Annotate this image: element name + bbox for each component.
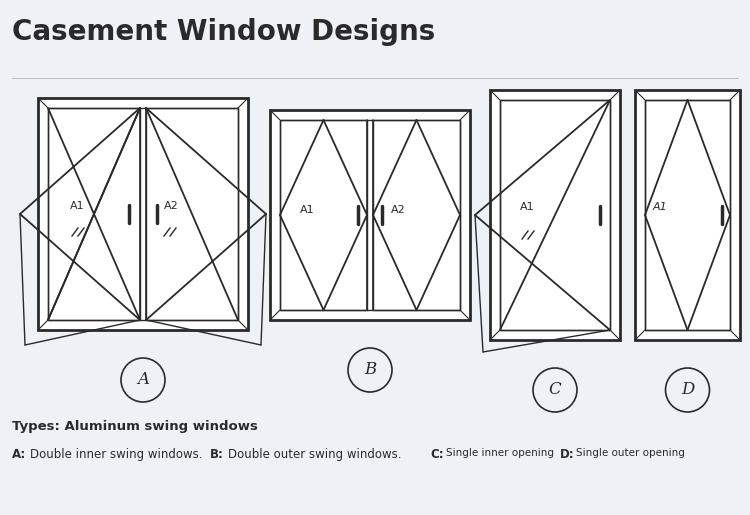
Bar [500,100,610,330]
Text: Types: Aluminum swing windows: Types: Aluminum swing windows [12,420,258,433]
Text: D: D [681,382,694,399]
Text: A1: A1 [300,205,315,215]
Bar [373,120,460,310]
Bar [635,90,740,340]
Text: Single outer opening: Single outer opening [576,448,685,458]
Text: C:: C: [430,448,444,461]
Text: Casement Window Designs: Casement Window Designs [12,18,435,46]
Text: A2: A2 [391,205,406,215]
Bar [500,100,610,330]
Bar [645,100,730,330]
Bar [48,108,140,320]
Text: A1: A1 [653,202,668,212]
Text: A:: A: [12,448,26,461]
Text: A2: A2 [164,201,178,211]
Bar [645,100,730,330]
Text: Single inner opening: Single inner opening [446,448,554,458]
Text: D:: D: [560,448,574,461]
Text: A: A [137,371,149,388]
Text: B: B [364,362,376,379]
Text: C: C [548,382,561,399]
Bar [146,108,238,320]
Bar [280,120,367,310]
Text: Double outer swing windows.: Double outer swing windows. [228,448,401,461]
Text: B:: B: [210,448,224,461]
Bar [490,90,620,340]
Text: A1: A1 [70,201,85,211]
Text: Double inner swing windows.: Double inner swing windows. [30,448,202,461]
Bar [48,108,238,320]
Bar [38,98,248,330]
Text: A1: A1 [520,202,535,212]
Bar [280,120,460,310]
Bar [270,110,470,320]
